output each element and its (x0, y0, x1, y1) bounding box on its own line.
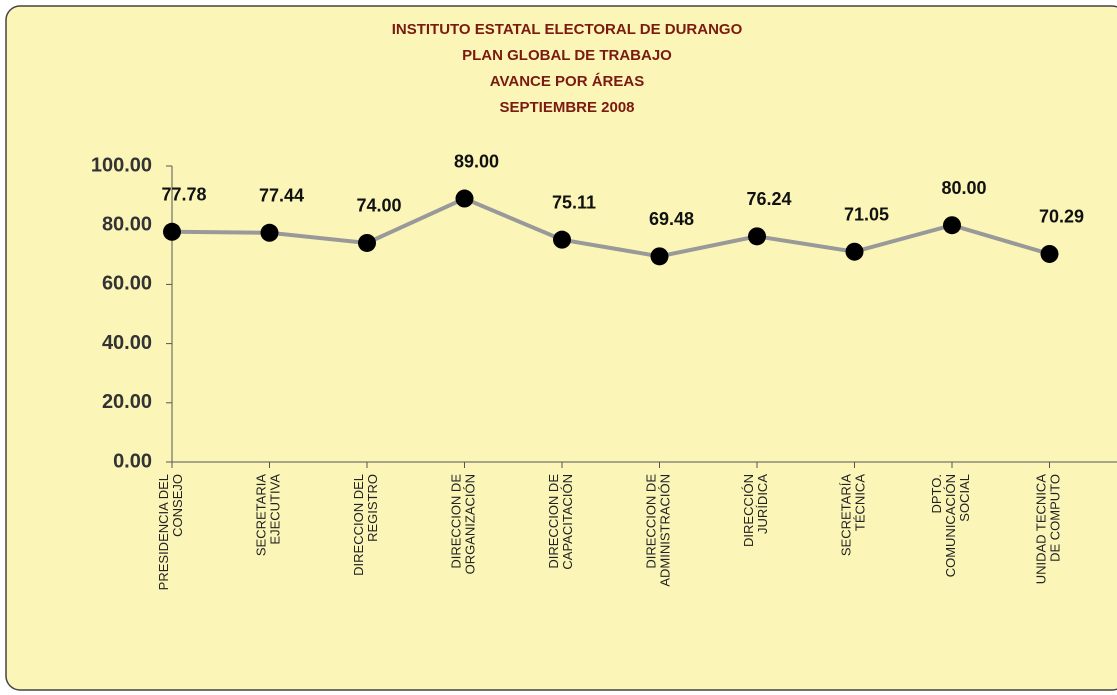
marker (748, 227, 766, 246)
x-tick-label: SECRETARÍATÉCNICA (839, 474, 868, 556)
value-label: 71.05 (844, 204, 889, 224)
x-tick-label-line: SECRETARÍA (839, 474, 854, 556)
y-tick-label: 60.00 (102, 273, 152, 295)
x-tick-label-line: ADMINISTRACIÓN (658, 474, 673, 587)
y-tick-label: 100.00 (91, 154, 152, 176)
x-tick-label-line: DIRECCION DE (546, 474, 561, 569)
x-tick-label-line: REGISTRO (365, 474, 380, 542)
value-label: 80.00 (941, 178, 986, 198)
x-tick-label-line: DPTO. (929, 474, 944, 514)
value-label: 74.00 (356, 196, 401, 216)
x-tick-label: PRESIDENCIA DELCONSEJO (156, 474, 185, 590)
x-tick-label-line: UNIDAD TECNICA (1034, 474, 1049, 585)
x-tick-label-line: SOCIAL (957, 474, 972, 522)
marker (455, 189, 474, 208)
x-tick-label: DIRECCION DEORGANIZACIÓN (449, 474, 478, 575)
marker (1040, 244, 1059, 263)
x-tick-label-line: SECRETARIA (254, 474, 269, 556)
x-tick-label-line: DIRECCION DE (449, 474, 464, 569)
marker (163, 222, 181, 241)
marker (845, 242, 864, 261)
x-tick-label: DIRECCIÓNJURÍDICA (741, 474, 770, 547)
x-tick-label-line: DE COMPUTO (1048, 474, 1063, 562)
x-tick-label-line: DIRECCION DEL (351, 474, 366, 576)
chart-title: AVANCE POR ÁREAS (490, 73, 644, 90)
x-tick-label: DIRECCION DEADMINISTRACIÓN (644, 474, 673, 587)
x-tick-label: DIRECCION DELREGISTRO (351, 474, 380, 576)
x-tick-label-line: DIRECCIÓN (741, 474, 756, 547)
value-label: 70.29 (1039, 207, 1084, 227)
x-tick-label-line: CONSEJO (170, 474, 185, 537)
marker (650, 247, 669, 266)
value-label: 76.24 (746, 189, 791, 209)
x-tick-label: UNIDAD TECNICADE COMPUTO (1034, 474, 1063, 585)
y-tick-label: 0.00 (113, 450, 152, 472)
x-tick-label: SECRETARIAEJECUTIVA (254, 474, 283, 556)
line (171, 196, 1051, 259)
marker (553, 230, 571, 249)
x-tick-label-line: COMUNICACIÓN (943, 474, 958, 577)
value-label: 69.48 (649, 209, 694, 229)
marker (358, 233, 376, 252)
x-tick-label-line: TÉCNICA (853, 474, 868, 531)
x-tick-label-line: DIRECCION DE (644, 474, 659, 569)
y-tick-label: 20.00 (102, 391, 152, 413)
y-tick-label: 40.00 (102, 332, 152, 354)
value-label: 75.11 (552, 192, 596, 212)
x-tick-label-line: EJECUTIVA (268, 474, 283, 545)
x-tick-label: DPTO.COMUNICACIÓNSOCIAL (929, 474, 972, 577)
x-tick-label-line: ORGANIZACIÓN (463, 474, 478, 574)
marker (943, 216, 961, 235)
x-tick-label-line: JURÍDICA (755, 474, 770, 534)
chart-title: SEPTIEMBRE 2008 (499, 99, 634, 116)
x-tick-label-line: CAPACITACIÓN (560, 474, 575, 570)
x-tick-label: DIRECCION DECAPACITACIÓN (546, 474, 575, 570)
x-tick-label-line: PRESIDENCIA DEL (156, 474, 171, 590)
chart-title: INSTITUTO ESTATAL ELECTORAL DE DURANGO (392, 21, 743, 38)
marker (260, 223, 279, 242)
value-label: 89.00 (454, 151, 499, 171)
value-label: 77.78 (161, 185, 206, 205)
y-tick-label: 80.00 (102, 213, 152, 235)
chart-background (5, 5, 1117, 691)
chart-title: PLAN GLOBAL DE TRABAJO (462, 47, 672, 64)
value-label: 77.44 (259, 186, 304, 206)
